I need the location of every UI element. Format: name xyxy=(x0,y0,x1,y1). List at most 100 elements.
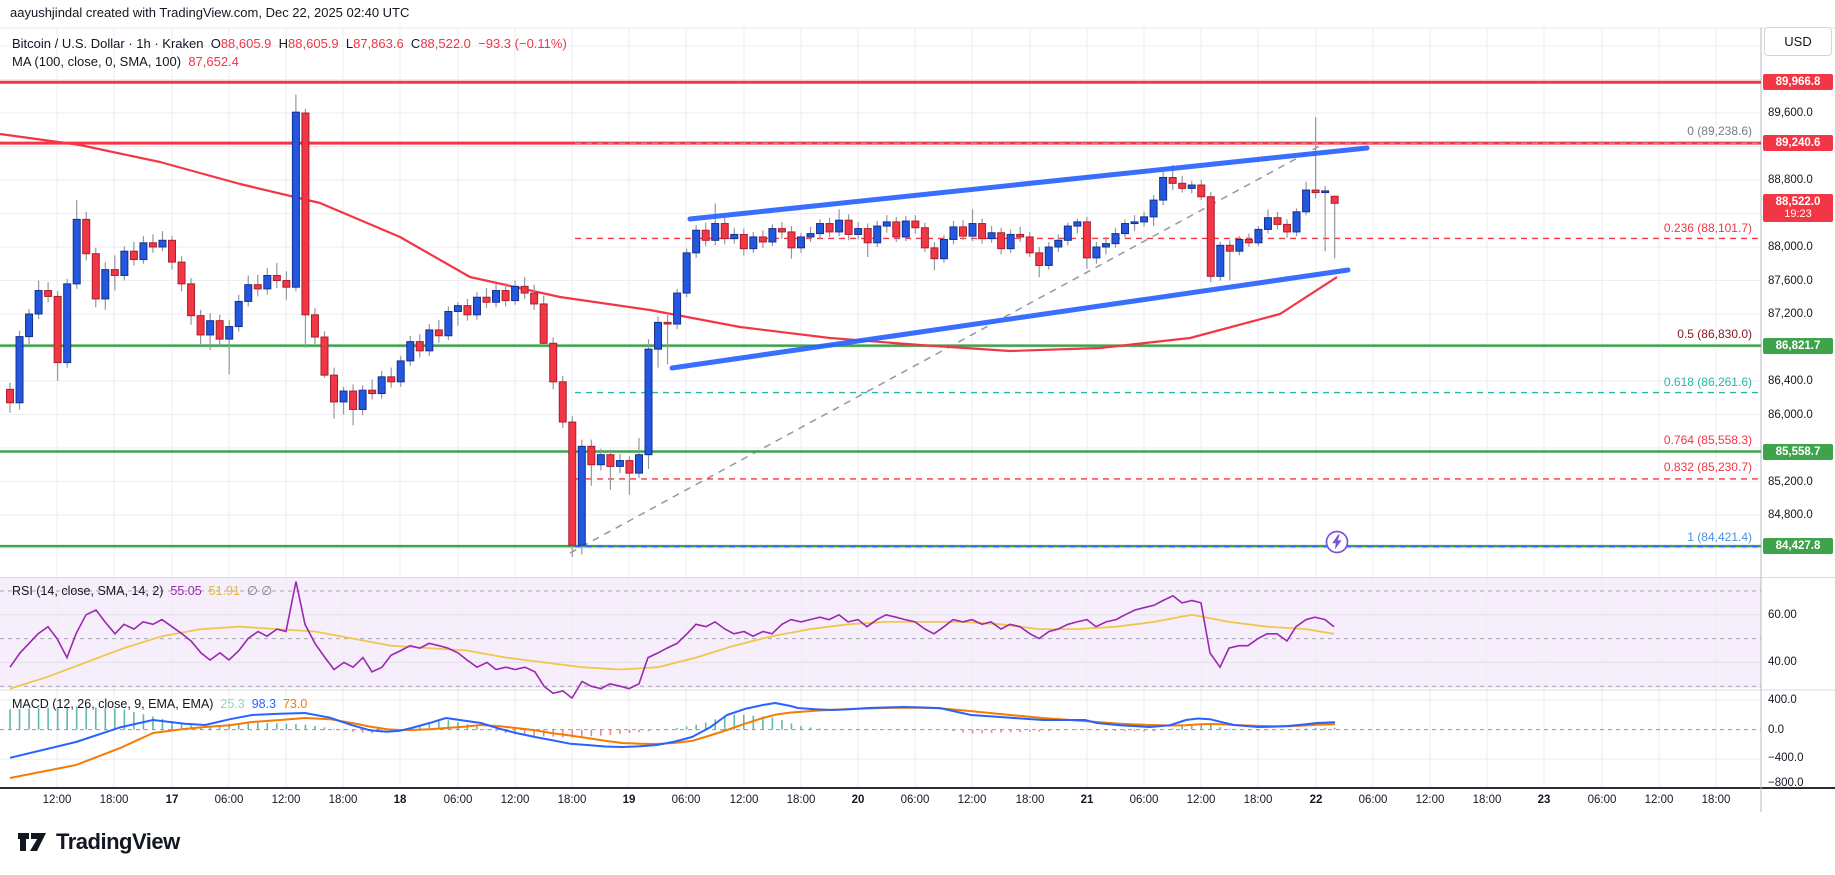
candle-body xyxy=(863,228,872,244)
price-axis-label: 0.0 xyxy=(1768,724,1784,736)
candle-body xyxy=(1273,217,1282,225)
candle-body xyxy=(129,250,138,261)
candle-body xyxy=(168,239,177,263)
candle-body xyxy=(959,226,967,237)
legend-run: 87,652.4 xyxy=(188,54,239,69)
quick-trade-lightning-icon[interactable] xyxy=(1324,529,1350,555)
candle-body xyxy=(1121,223,1130,235)
candle-body xyxy=(1254,228,1263,244)
price-badge: 86,821.7 xyxy=(1763,338,1833,354)
price-badge: 84,427.8 xyxy=(1763,538,1833,554)
legend-run: Bitcoin / U.S. Dollar · 1h · Kraken xyxy=(12,36,211,51)
price-axis-label: 87,200.0 xyxy=(1768,308,1813,320)
candle-body xyxy=(225,326,234,340)
credit-text: aayushjindal created with TradingView.co… xyxy=(10,5,410,20)
time-axis-label: 06:00 xyxy=(671,794,701,806)
candle-body xyxy=(520,285,529,294)
time-axis-label: 12:00 xyxy=(500,794,530,806)
candle-body xyxy=(492,290,501,303)
candle-body xyxy=(530,292,539,305)
tradingview-logo[interactable]: TradingView xyxy=(16,826,180,858)
time-axis-label: 06:00 xyxy=(900,794,930,806)
time-axis-label: 19 xyxy=(622,794,636,806)
candle-body xyxy=(596,454,605,466)
candle-body xyxy=(377,376,386,395)
candle-body xyxy=(1092,246,1101,259)
legend-run: L xyxy=(345,36,354,51)
currency-button[interactable]: USD xyxy=(1764,27,1832,56)
candle-body xyxy=(634,454,643,474)
fib-level-label: 0.236 (88,101.7) xyxy=(1663,221,1752,235)
symbol-legend[interactable]: Bitcoin / U.S. Dollar · 1h · Kraken O88,… xyxy=(12,36,567,51)
time-axis-label: 18 xyxy=(393,794,407,806)
price-badge: 89,966.8 xyxy=(1763,74,1833,90)
candle-body xyxy=(120,250,129,276)
candle-body xyxy=(1292,211,1301,233)
price-axis-label: 86,400.0 xyxy=(1768,375,1813,387)
candle-body xyxy=(1321,190,1330,194)
candles-group xyxy=(6,94,1339,557)
candle-body xyxy=(997,232,1006,250)
candle-body xyxy=(387,376,396,383)
price-axis-label: −400.0 xyxy=(1768,752,1804,764)
macd-legend[interactable]: MACD (12, 26, close, 9, EMA, EMA) 25.3 9… xyxy=(12,697,307,711)
candle-body xyxy=(806,233,815,238)
candle-body xyxy=(892,221,901,238)
candle-body xyxy=(701,229,710,241)
fib-level-label: 0.764 (85,558.3) xyxy=(1663,433,1752,447)
rsi-legend[interactable]: RSI (14, close, SMA, 14, 2) 55.05 51.91 … xyxy=(12,583,272,598)
candle-body xyxy=(1225,244,1234,252)
ma-legend[interactable]: MA (100, close, 0, SMA, 100) 87,652.4 xyxy=(12,54,239,69)
candle-body xyxy=(549,342,558,383)
price-axis-label: −800.0 xyxy=(1768,777,1804,789)
time-axis-label: 12:00 xyxy=(271,794,301,806)
candle-body xyxy=(1206,196,1215,277)
candle-body xyxy=(511,285,520,302)
time-axis-label: 12:00 xyxy=(957,794,987,806)
candle-body xyxy=(272,274,281,282)
fib-level-label: 0.832 (85,230.7) xyxy=(1663,460,1752,474)
candle-body xyxy=(1216,244,1225,277)
candle-body xyxy=(44,290,53,297)
candle-body xyxy=(825,223,834,233)
candle-body xyxy=(949,226,958,240)
candle-body xyxy=(1330,195,1339,204)
candle-body xyxy=(920,227,929,249)
candle-body xyxy=(1311,189,1320,194)
candle-body xyxy=(835,219,844,233)
candle-body xyxy=(472,296,481,316)
candle-body xyxy=(777,228,786,233)
candle-body xyxy=(644,348,653,456)
price-axis-label: 85,200.0 xyxy=(1768,476,1813,488)
candle-body xyxy=(749,236,758,250)
price-axis-label: 84,800.0 xyxy=(1768,509,1813,521)
candle-body xyxy=(234,300,243,328)
candle-body xyxy=(606,454,615,467)
legend-run: 73.0 xyxy=(282,697,308,711)
tradingview-logo-icon xyxy=(18,833,46,851)
candle-body xyxy=(101,269,110,300)
time-axis-label: 18:00 xyxy=(786,794,816,806)
time-axis-label: 18:00 xyxy=(328,794,358,806)
time-axis-label: 22 xyxy=(1309,794,1323,806)
candle-body xyxy=(82,218,91,255)
candle-body xyxy=(1016,233,1025,238)
candle-body xyxy=(72,218,81,285)
legend-run: 98.3 xyxy=(251,697,283,711)
candle-body xyxy=(1168,176,1177,184)
candle-body xyxy=(1054,239,1063,248)
candle-body xyxy=(911,220,920,229)
candle-body xyxy=(1302,189,1311,213)
candle-body xyxy=(1283,223,1292,233)
ma100-line xyxy=(0,132,1338,353)
time-axis-label: 18:00 xyxy=(557,794,587,806)
candle-body xyxy=(577,445,586,546)
time-axis-label: 06:00 xyxy=(1358,794,1388,806)
candle-body xyxy=(444,310,453,337)
fib-level-label: 0.5 (86,830.0) xyxy=(1677,327,1752,341)
candle-body xyxy=(282,280,291,288)
time-axis-label: 20 xyxy=(851,794,865,806)
legend-run: 88,605.9 xyxy=(288,36,346,51)
price-badge: 88,522.0 19:23 xyxy=(1763,194,1833,222)
